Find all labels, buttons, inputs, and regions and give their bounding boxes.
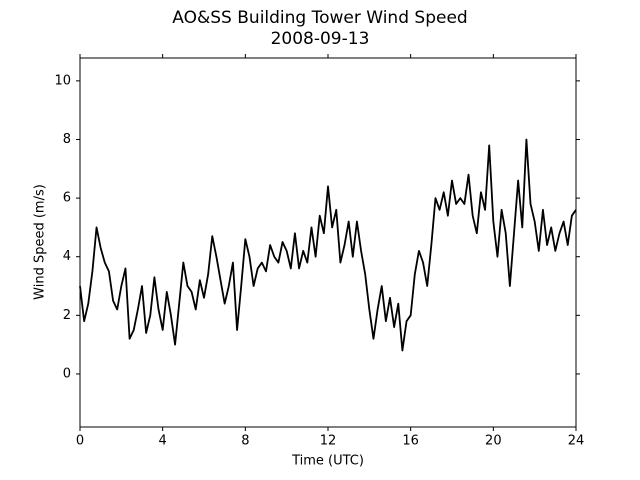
- x-tick-label: 0: [76, 434, 84, 449]
- y-tick-label: 2: [63, 308, 71, 323]
- x-tick-label: 16: [402, 434, 419, 449]
- y-axis-label: Wind Speed (m/s): [33, 184, 48, 300]
- x-tick-label: 4: [159, 434, 167, 449]
- y-tick-label: 8: [63, 132, 71, 147]
- y-tick-label: 10: [54, 73, 71, 88]
- y-tick-label: 6: [63, 191, 71, 206]
- x-tick-label: 24: [568, 434, 585, 449]
- chart-subtitle: 2008-09-13: [271, 29, 370, 49]
- chart-title: AO&SS Building Tower Wind Speed: [172, 8, 467, 28]
- plot-frame: [79, 57, 577, 428]
- x-tick-label: 20: [485, 434, 502, 449]
- line-series: [79, 138, 577, 352]
- x-tick-label: 12: [320, 434, 337, 449]
- x-tick-label: 8: [241, 434, 249, 449]
- y-tick-label: 0: [63, 366, 71, 381]
- x-axis-label: Time (UTC): [291, 454, 364, 469]
- y-tick-label: 4: [63, 249, 71, 264]
